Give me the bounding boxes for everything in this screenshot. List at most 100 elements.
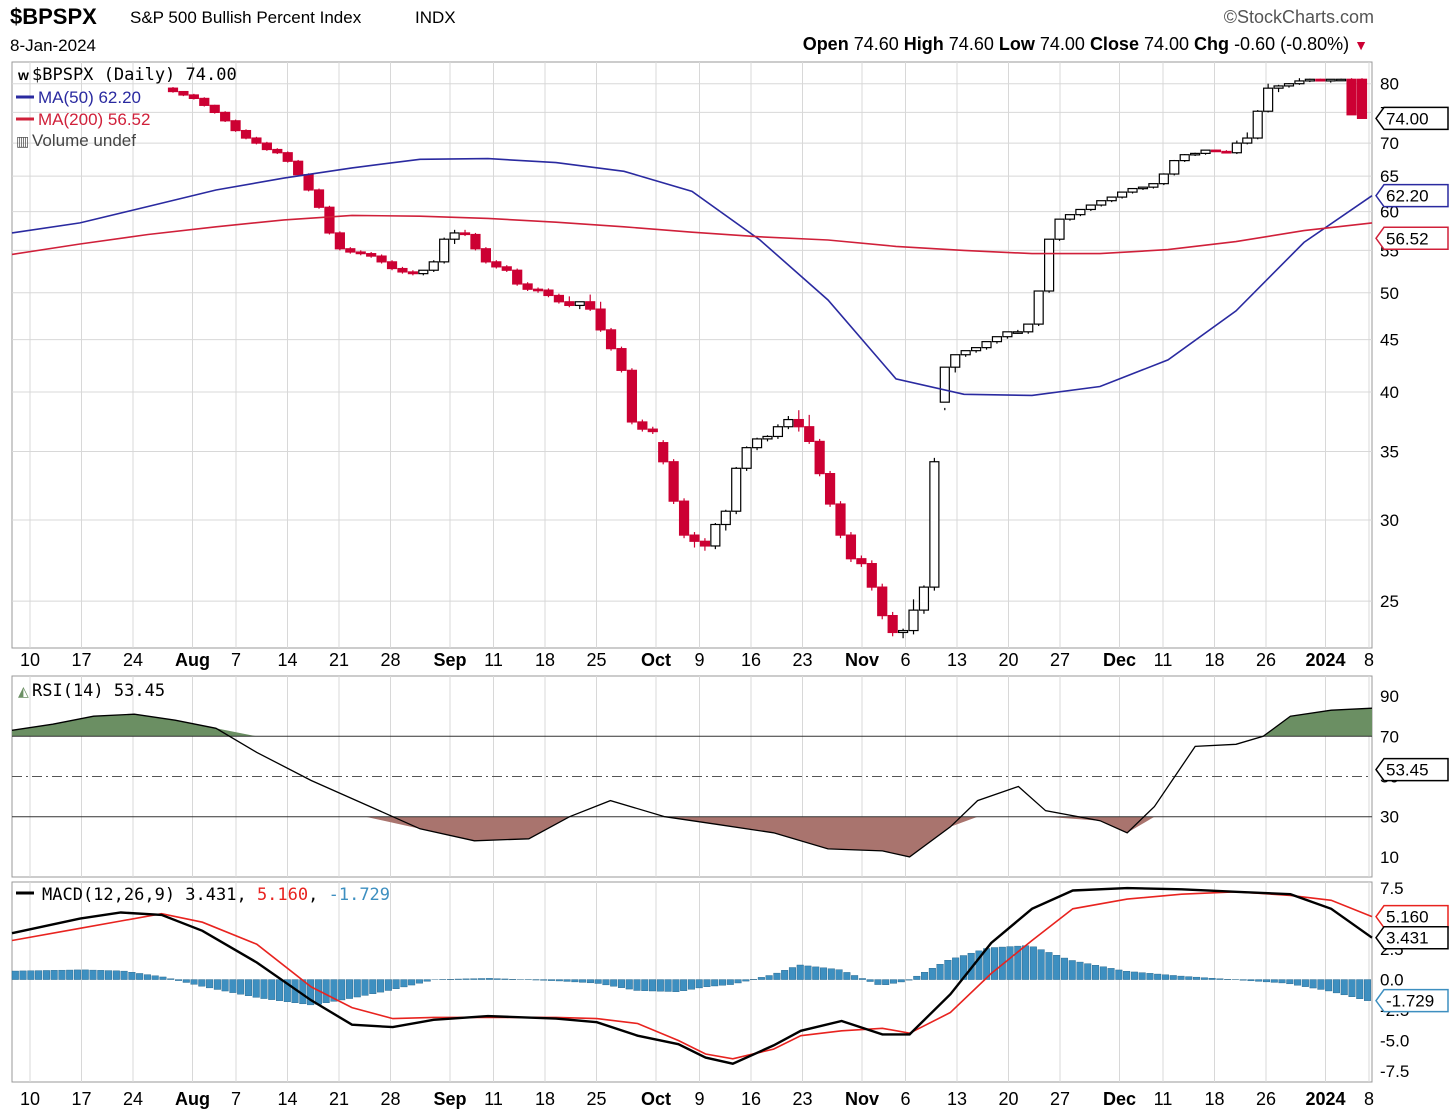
macd-histogram-bar — [788, 967, 796, 980]
panel-frame — [11, 881, 1373, 1083]
candle-body — [929, 461, 940, 588]
macd-histogram-bar — [1325, 979, 1333, 992]
macd-histogram-bar — [35, 970, 43, 980]
candle-body — [564, 301, 575, 307]
macd-histogram-bar — [843, 972, 851, 980]
legend-rsi: RSI(14) 53.45 — [32, 681, 165, 701]
macd-histogram-bar — [1006, 946, 1014, 980]
candle-body — [1054, 218, 1065, 240]
macd-histogram-bar — [27, 970, 35, 980]
candle-body — [480, 248, 491, 263]
x-axis-label: 13 — [947, 1089, 967, 1109]
macd-histogram-bar — [128, 972, 136, 980]
macd-histogram-bar — [1348, 979, 1356, 997]
candle-body — [574, 301, 585, 307]
candle-body — [240, 129, 252, 139]
x-axis-label: 27 — [1050, 1089, 1070, 1109]
candle-body — [397, 267, 408, 273]
macd-histogram-bar — [1161, 974, 1169, 980]
x-axis-label: 20 — [998, 650, 1018, 670]
x-axis-label: Aug — [175, 1089, 210, 1109]
candle-body — [1023, 323, 1034, 333]
macd-histogram-bar — [206, 979, 214, 989]
candle-body — [1242, 137, 1253, 144]
x-axis-label: 18 — [535, 1089, 555, 1109]
candle-body — [605, 329, 617, 350]
candle-body — [1200, 149, 1211, 154]
low-value: 74.00 — [1039, 34, 1085, 54]
macd-histogram-bar — [641, 979, 649, 991]
ma50-line — [11, 157, 1373, 397]
candle-body — [282, 152, 293, 162]
macd-histogram-bar — [765, 975, 773, 980]
macd-histogram-bar — [244, 979, 252, 996]
macd-histogram-bar — [1169, 975, 1177, 980]
candle-body — [407, 271, 418, 275]
x-axis-label: 28 — [380, 1089, 400, 1109]
macd-histogram-bar — [470, 978, 478, 980]
candle-body — [877, 586, 888, 617]
candle-body — [1085, 204, 1096, 211]
rsi-last-value-tag-group: 53.45 — [1375, 757, 1449, 782]
x-axis-label: Oct — [641, 650, 671, 670]
macd-histogram-bar — [11, 970, 19, 980]
macd-histogram-bar — [1301, 979, 1309, 987]
macd-histogram-bar — [174, 979, 183, 981]
candle-body — [470, 233, 481, 250]
candle-body — [1044, 238, 1055, 292]
macd-histogram-bar — [1138, 972, 1146, 980]
macd-histogram-bar — [1014, 945, 1022, 980]
macd-histogram-bar — [913, 975, 921, 980]
macd-histogram-bar — [586, 979, 594, 984]
x-axis-label: Aug — [175, 650, 210, 670]
rsi-oversold-fill — [12, 816, 1372, 857]
macd-histogram-bar — [229, 979, 237, 993]
macd-histogram-bar — [1130, 971, 1138, 980]
candle-body — [1064, 214, 1076, 220]
candle-body — [1075, 208, 1086, 216]
macd-last-value-tag: 3.431 — [1386, 929, 1429, 948]
macd-histogram-bar — [338, 979, 346, 1001]
candle-body — [1137, 186, 1149, 190]
x-axis-label: 7 — [231, 1089, 241, 1109]
y-axis-tick-label: 40 — [1380, 383, 1399, 402]
x-axis-label: 9 — [694, 650, 704, 670]
rsi-y-tick-label: 90 — [1380, 687, 1399, 706]
macd-line — [11, 886, 1373, 1065]
x-axis-label: Sep — [433, 650, 466, 670]
candle-body — [720, 510, 731, 526]
macd-histogram-bar — [1239, 979, 1247, 981]
candle-body — [543, 289, 554, 297]
macd-histogram-bar — [952, 957, 960, 980]
candle-body — [1033, 290, 1044, 325]
macd-histogram-bar — [858, 978, 866, 980]
last-value-tag-box — [1375, 226, 1449, 251]
candle-body — [1273, 85, 1284, 89]
y-axis-tick-label: 45 — [1380, 331, 1399, 350]
brand-logo[interactable]: ©StockCharts.com — [1223, 7, 1374, 27]
last-value-tag-group: 56.52 — [1375, 226, 1449, 251]
y-axis-tick-label: 25 — [1380, 592, 1399, 611]
macd-histogram-bar — [594, 979, 602, 984]
macd-histogram-bar — [58, 969, 66, 980]
last-value-tag-group: 74.00 — [1375, 106, 1449, 131]
macd-histogram-bar — [889, 979, 897, 984]
legend-ma200: MA(200) 56.52 — [38, 110, 150, 129]
rsi-line — [11, 707, 1373, 858]
volume-icon: ▥ — [16, 133, 29, 149]
candle-body — [209, 104, 220, 114]
x-axis-label: 9 — [694, 1089, 704, 1109]
candle-body — [908, 609, 919, 632]
panel-frame — [11, 61, 1373, 649]
y-axis-tick-label: 50 — [1380, 284, 1399, 303]
macd-histogram-bar — [617, 979, 625, 988]
macd-histogram-bar — [921, 972, 929, 980]
candle-body — [532, 288, 544, 292]
candle-body — [981, 341, 992, 349]
candle-body — [647, 428, 658, 433]
macd-histogram-bar — [151, 975, 159, 980]
macd-histogram-bar — [1037, 949, 1045, 980]
macd-histogram-bar — [1154, 973, 1162, 980]
candle-icon: ᴡ — [17, 67, 29, 83]
